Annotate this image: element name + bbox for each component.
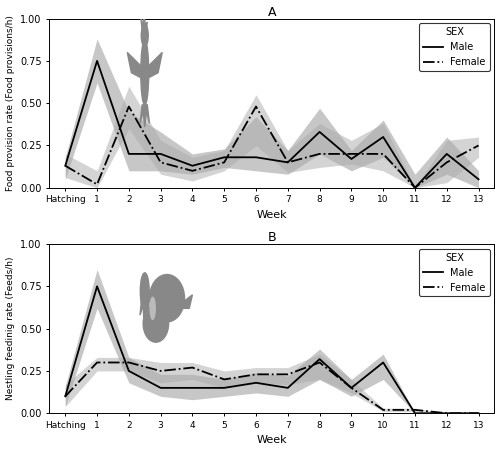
- Ellipse shape: [150, 275, 184, 322]
- Polygon shape: [140, 105, 149, 127]
- Polygon shape: [141, 15, 148, 30]
- Ellipse shape: [144, 300, 149, 323]
- Ellipse shape: [141, 41, 148, 105]
- Y-axis label: Nestling feedinig rate (Feeds/h): Nestling feedinig rate (Feeds/h): [6, 257, 15, 400]
- Title: B: B: [268, 231, 276, 244]
- Polygon shape: [140, 300, 144, 315]
- Ellipse shape: [143, 305, 169, 342]
- Ellipse shape: [142, 24, 148, 46]
- Polygon shape: [128, 52, 141, 78]
- Legend: Male, Female: Male, Female: [419, 23, 490, 71]
- Ellipse shape: [140, 273, 149, 310]
- Y-axis label: Food provision rate (Food provisions/h): Food provision rate (Food provisions/h): [6, 15, 15, 191]
- Polygon shape: [148, 52, 162, 78]
- Ellipse shape: [150, 297, 155, 319]
- Polygon shape: [182, 295, 192, 308]
- Title: A: A: [268, 5, 276, 18]
- Legend: Male, Female: Male, Female: [419, 249, 490, 296]
- X-axis label: Week: Week: [256, 210, 287, 220]
- X-axis label: Week: Week: [256, 436, 287, 446]
